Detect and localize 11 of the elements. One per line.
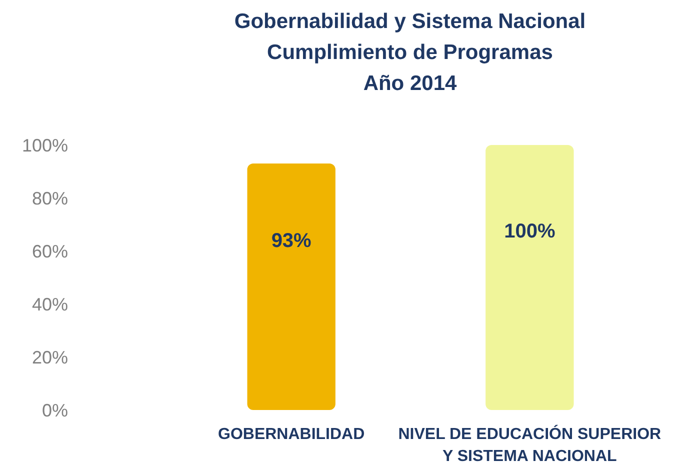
y-tick-label: 40% (32, 294, 68, 314)
y-tick-label: 100% (22, 135, 68, 156)
y-tick-label: 60% (32, 241, 68, 262)
data-label: 93% (271, 230, 312, 252)
x-tick-label: GOBERNABILIDAD (218, 426, 365, 443)
y-tick-label: 0% (42, 400, 68, 420)
y-tick-label: 80% (32, 188, 68, 208)
x-tick-label: NIVEL DE EDUCACIÓN SUPERIOR Y SISTEMA NACIONAL (398, 424, 662, 465)
data-label: 100% (504, 220, 556, 242)
y-tick-label: 20% (32, 347, 68, 368)
chart-title: Gobernabilidad y Sistema Nacional Cumplimiento de Programas Año 2014 (234, 10, 586, 95)
